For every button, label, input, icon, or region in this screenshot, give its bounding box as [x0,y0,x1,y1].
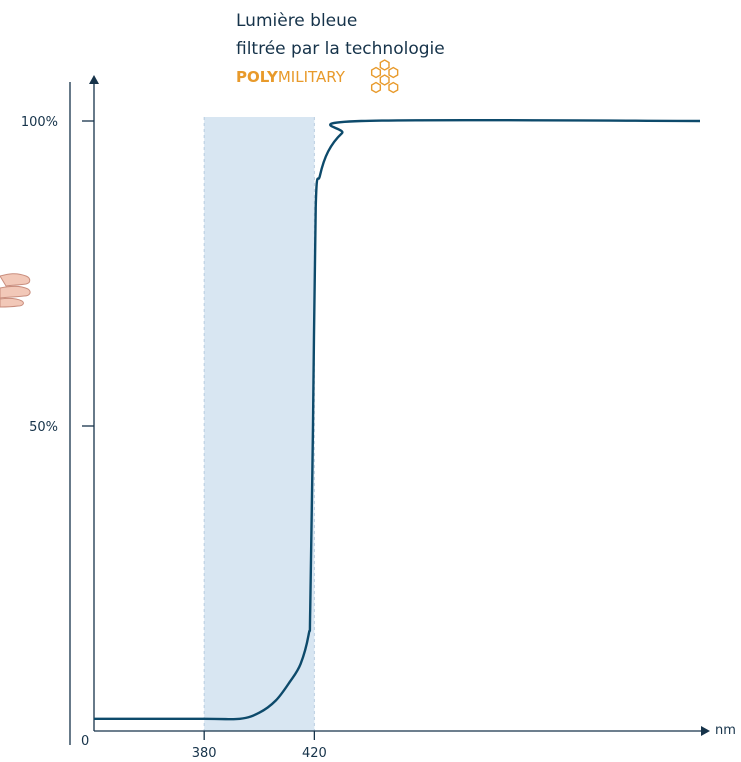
title-line-1: Lumière bleue [236,11,357,31]
x-axis-unit: nm [715,723,736,738]
x-tick-label: 420 [302,746,327,761]
honeycomb-cell [388,66,399,79]
honeycomb-cell [370,81,382,94]
brand-light: MILITARY [278,68,346,86]
y-tick-label: 100% [21,115,58,130]
y-axis-arrow [89,75,99,84]
y-tick-label: 0 [81,734,89,749]
honeycomb-icon [370,59,399,94]
honeycomb-cell [388,81,399,94]
title-line-2: filtrée par la technologie [236,39,445,59]
honeycomb-cell [379,74,390,86]
x-tick-label: 380 [192,746,217,761]
x-ticks: 380 420 [192,731,327,761]
brand-wordmark: POLYMILITARY [236,68,346,86]
y-ticks: 0 50% 100% [21,115,94,749]
transmission-curve [94,118,701,721]
honeycomb-cell [379,59,390,71]
honeycomb-cell [370,66,382,79]
y-tick-label: 50% [29,420,58,435]
brand-bold: POLY [236,68,279,86]
blue-light-band [204,117,315,731]
hand-icon [0,273,31,308]
x-axis-arrow [701,726,710,736]
